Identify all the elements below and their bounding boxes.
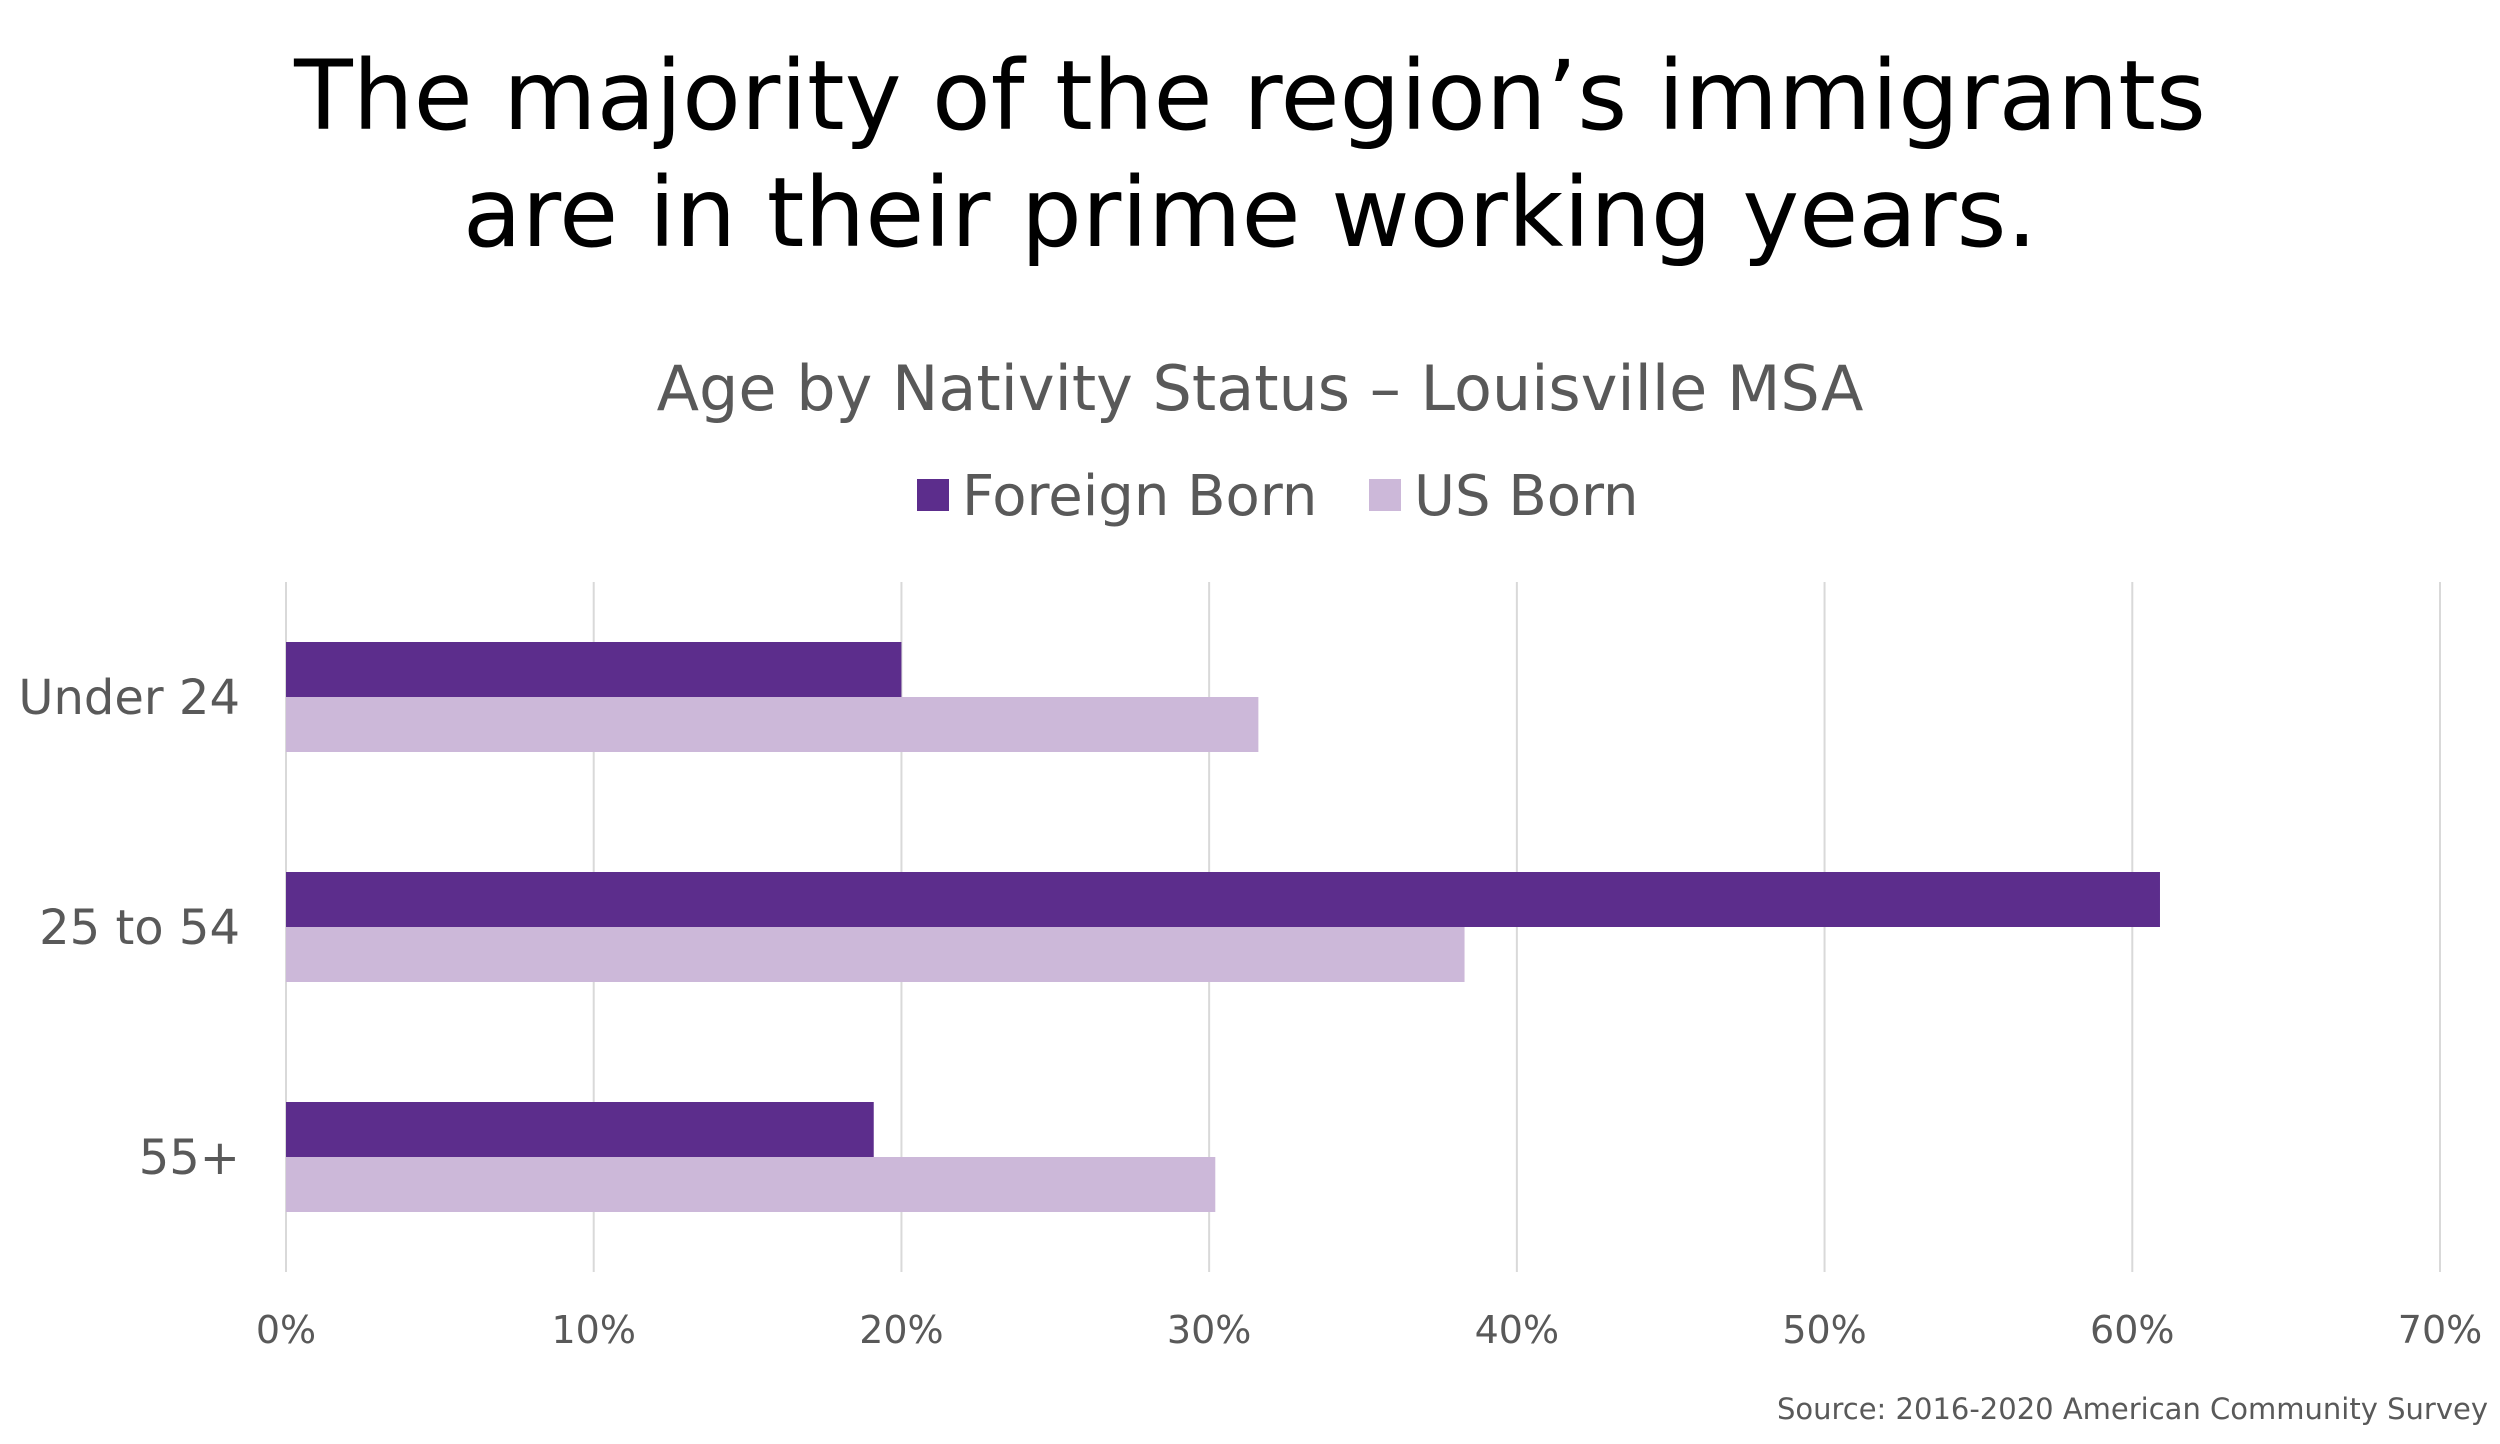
legend-swatch (1369, 479, 1401, 511)
x-tick-label: 0% (256, 1308, 316, 1352)
category-label: Under 24 (18, 670, 240, 726)
chart-legend: Foreign Born US Born (917, 464, 1639, 529)
chart-category-labels: Under 24 25 to 54 55+ (18, 670, 240, 1186)
bar-foreign-born (286, 872, 2160, 927)
legend-swatch (917, 479, 949, 511)
bar-us-born (286, 1157, 1216, 1212)
x-tick-label: 50% (1782, 1308, 1866, 1352)
chart-bars (286, 642, 2160, 1212)
headline-line-1: The majority of the region’s immigrants (294, 40, 2206, 152)
x-tick-label: 30% (1167, 1308, 1251, 1352)
legend-label: US Born (1414, 464, 1639, 529)
x-tick-label: 40% (1475, 1308, 1559, 1352)
chart-x-tick-labels: 0% 10% 20% 30% 40% 50% 60% 70% (256, 1308, 2482, 1352)
bar-foreign-born (286, 642, 902, 697)
x-tick-label: 70% (2398, 1308, 2482, 1352)
x-tick-label: 60% (2090, 1308, 2174, 1352)
category-label: 25 to 54 (39, 900, 240, 956)
legend-label: Foreign Born (962, 464, 1317, 529)
source-note: Source: 2016-2020 American Community Sur… (1776, 1392, 2488, 1426)
chart-title: Age by Nativity Status – Louisville MSA (657, 352, 1864, 425)
x-tick-label: 20% (859, 1308, 943, 1352)
bar-foreign-born (286, 1102, 874, 1157)
bar-us-born (286, 927, 1465, 982)
category-label: 55+ (139, 1130, 240, 1186)
headline-line-2: are in their prime working years. (462, 157, 2038, 269)
x-tick-label: 10% (551, 1308, 635, 1352)
bar-us-born (286, 697, 1259, 752)
